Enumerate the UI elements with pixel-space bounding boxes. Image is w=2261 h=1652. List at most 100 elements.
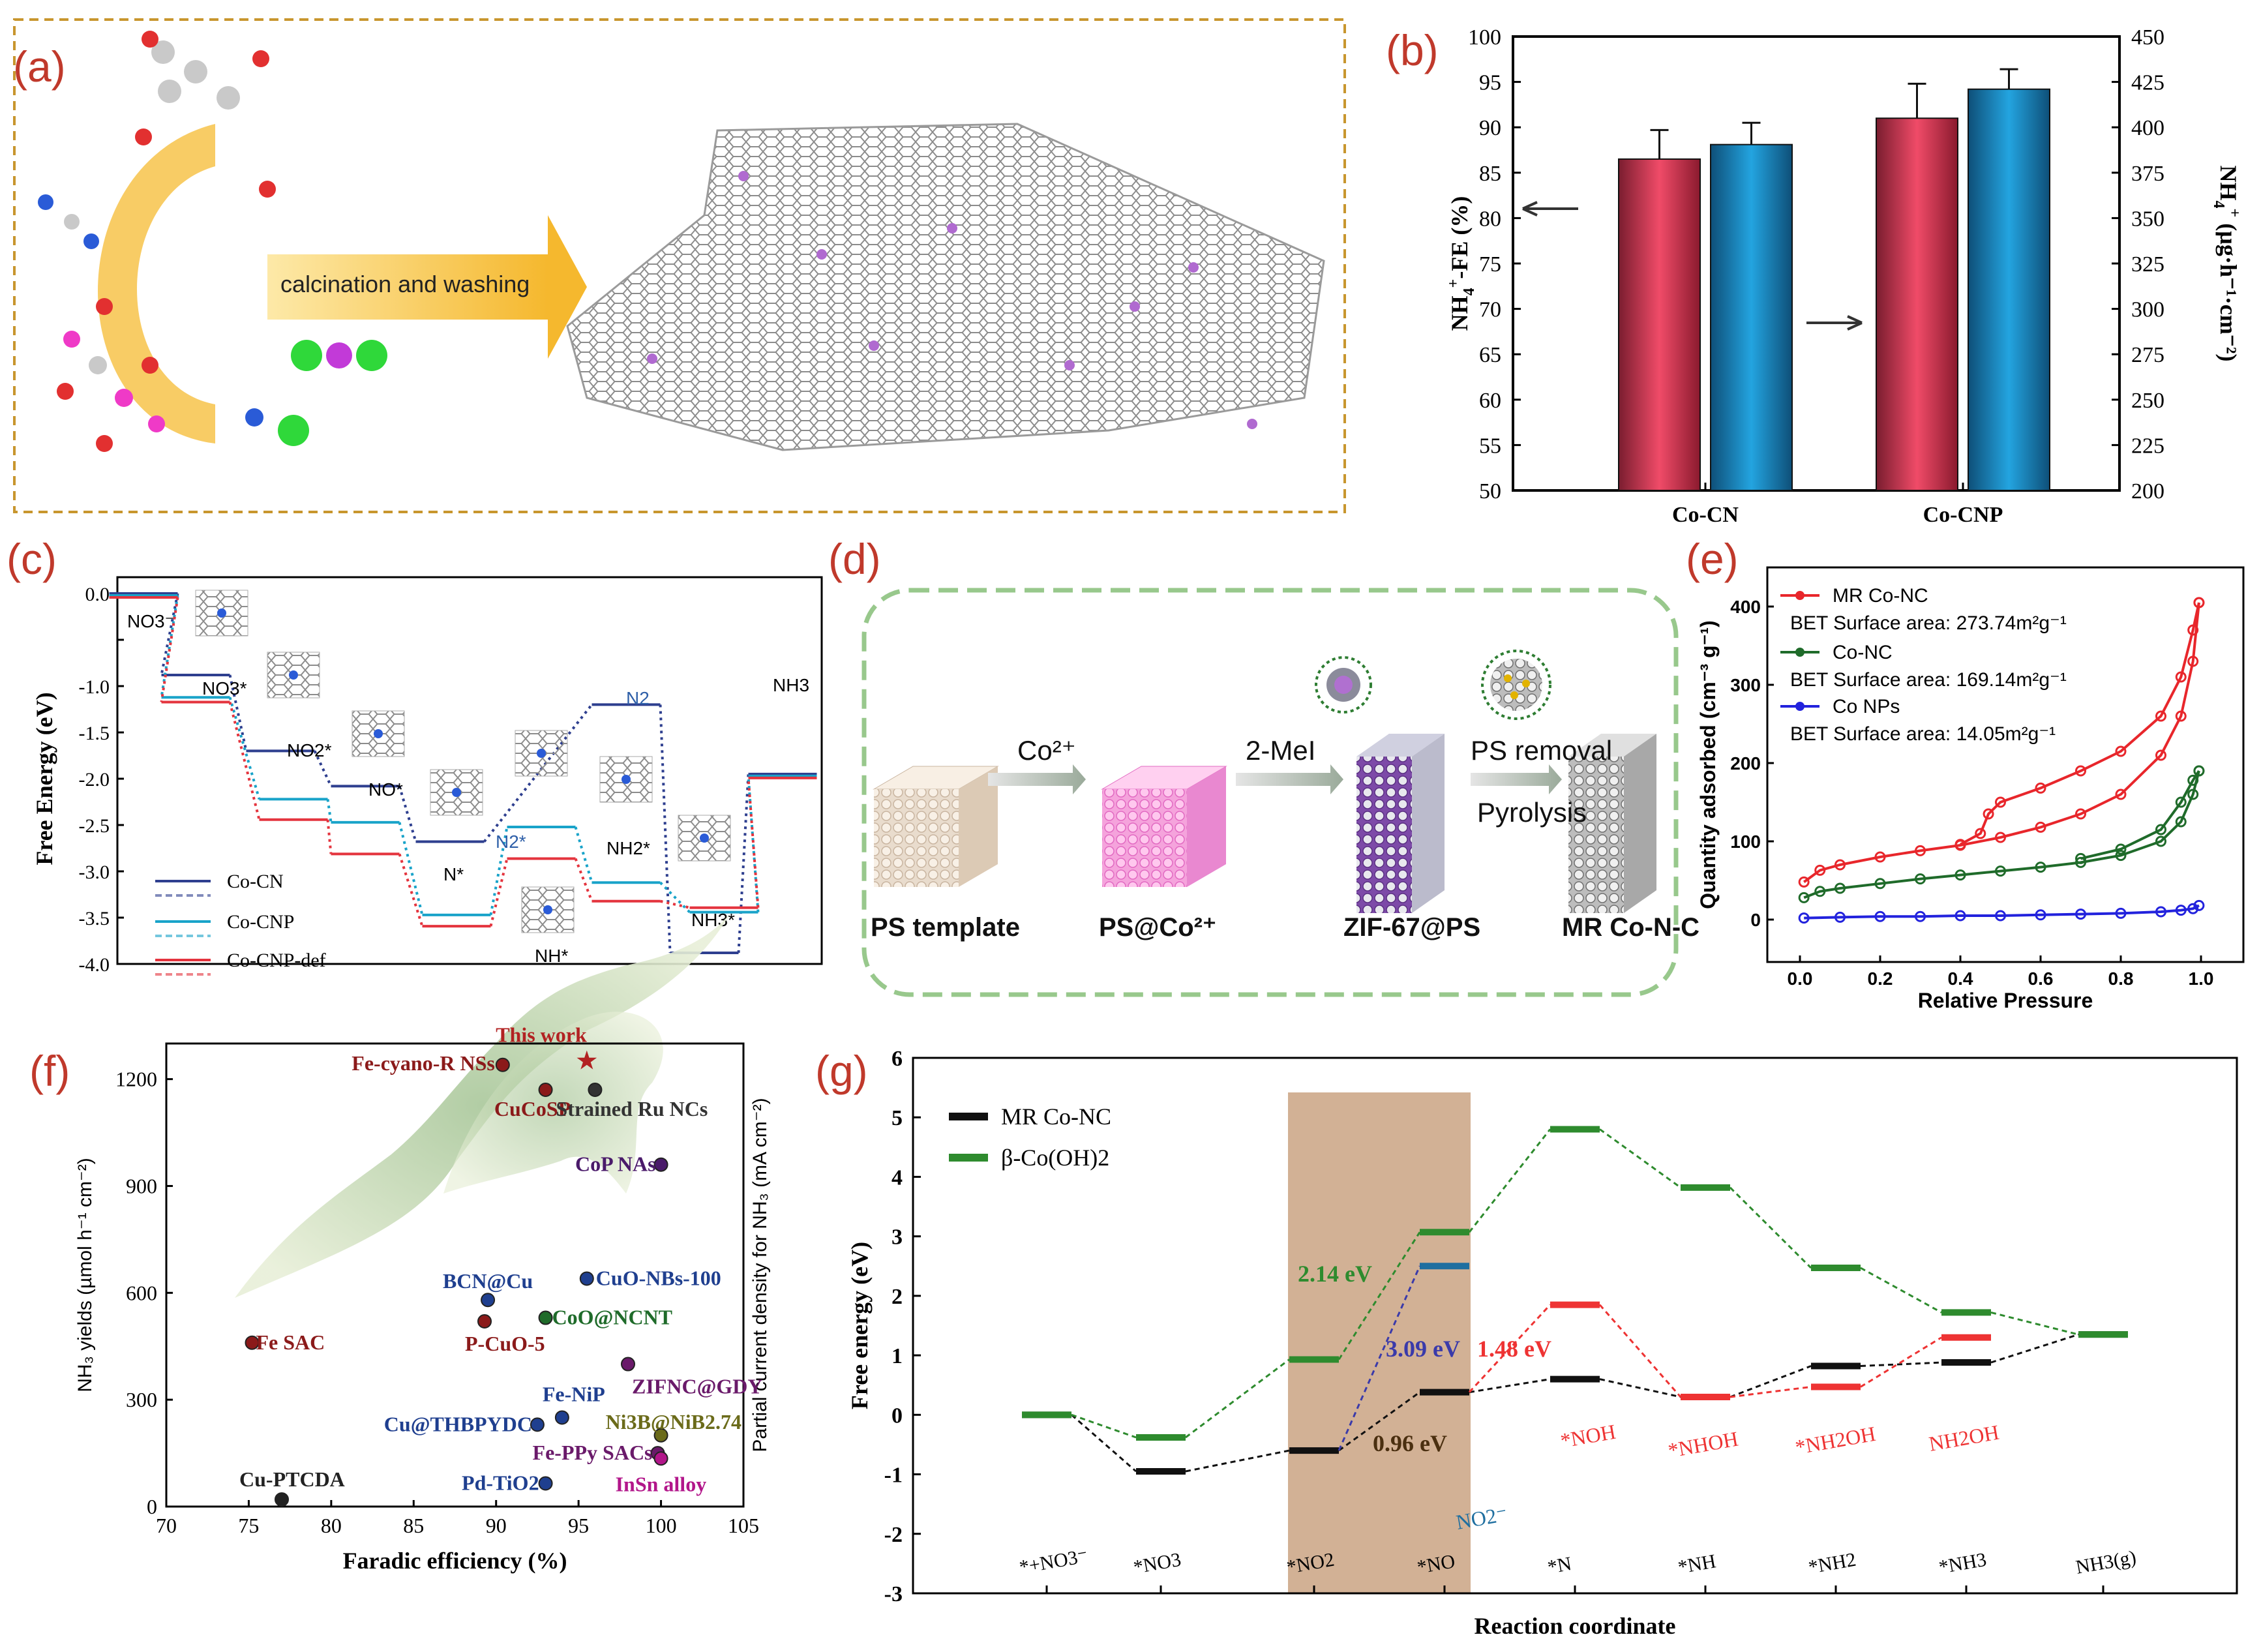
panel-label-f: (f) xyxy=(29,1047,70,1095)
panel-label-e: (e) xyxy=(1686,535,1739,583)
y-tick-label: -1 xyxy=(884,1464,903,1488)
scatter-label: P-CuO-5 xyxy=(465,1332,545,1355)
isotherm-point xyxy=(1814,886,1826,897)
isotherm-point xyxy=(2175,671,2187,683)
y-axis-label: Quantity adsorbed (cm⁻³ g⁻¹) xyxy=(1696,620,1720,909)
bar-yield xyxy=(1710,143,1793,491)
x-tick-label: 90 xyxy=(486,1514,507,1537)
panel-a-curved-arrow xyxy=(98,124,215,443)
energy-connector-branch xyxy=(1860,1336,1942,1388)
isotherm-point xyxy=(1874,878,1886,890)
isotherm-point xyxy=(2175,710,2187,722)
y2-axis-label: NH4+ (µg·h⁻¹·cm⁻²) xyxy=(2210,166,2243,362)
scatter-label: Cu-PTCDA xyxy=(239,1467,345,1491)
isotherm-point xyxy=(1915,845,1926,856)
isotherm-point xyxy=(1834,859,1846,871)
x-axis-label: Faradic efficiency (%) xyxy=(343,1548,567,1574)
y-tick-label: 90 xyxy=(1479,116,1501,140)
isotherm-point xyxy=(1954,839,1966,850)
isotherm-point xyxy=(2115,788,2127,800)
scatter-label: ZIFNC@GDY xyxy=(632,1375,762,1398)
isotherm-point xyxy=(2187,788,2199,800)
isotherm-point xyxy=(1798,876,1810,888)
legend-bet: BET Surface area: 273.74m²g⁻¹ xyxy=(1790,612,2067,634)
x-tick-label: 85 xyxy=(403,1514,424,1537)
y-tick-label: 0 xyxy=(891,1404,903,1428)
scatter-point xyxy=(481,1293,496,1308)
y2-tick-label: 300 xyxy=(2131,298,2164,322)
x-category-label: *NH xyxy=(1676,1550,1717,1578)
energy-connector-Co-CNP xyxy=(228,697,261,800)
structure-co-atom xyxy=(621,775,631,784)
panel-d-arrow-0 xyxy=(988,764,1086,794)
scatter-point xyxy=(653,1451,668,1466)
panel-d-arrow-1 xyxy=(1236,764,1343,794)
x-tick-label: 0.8 xyxy=(2108,969,2134,989)
isotherm-point xyxy=(2035,862,2046,873)
y-tick-label: -2.5 xyxy=(79,815,110,837)
x-tick-label: Co-CN xyxy=(1672,503,1739,527)
isotherm-point xyxy=(1915,910,1926,922)
y2-tick-label: 450 xyxy=(2131,25,2164,50)
species-label: N* xyxy=(443,864,464,884)
energy-barrier-label: 1.48 eV xyxy=(1477,1336,1551,1362)
species-label: NO2* xyxy=(287,740,332,760)
panel-a-arrow-head xyxy=(548,215,587,359)
panel-a-schematic: calcination and washing xyxy=(13,18,1346,513)
scatter-point xyxy=(538,1310,553,1325)
legend-label: Co-CNP-def xyxy=(227,950,326,971)
y-tick-label: 0 xyxy=(147,1495,157,1518)
scatter-label: InSn alloy xyxy=(616,1472,707,1495)
legend-label: β-Co(OH)2 xyxy=(1001,1145,1109,1171)
species-label: N2 xyxy=(626,688,650,708)
y-tick-label: -2.0 xyxy=(79,769,110,790)
branch-label: *NOH xyxy=(1559,1420,1617,1452)
isotherm-adsorption-Co NPs xyxy=(1804,904,2200,920)
y2-axis-label-part: (µg·h⁻¹·cm⁻²) xyxy=(2215,217,2241,361)
energy-connector-β-Co(OH)2 xyxy=(1599,1128,1681,1189)
scatter-label: Ni3B@NiB2.74 xyxy=(606,1410,741,1434)
panel-f-leaf-upper xyxy=(443,1012,663,1194)
isotherm-point xyxy=(1798,912,1810,924)
scatter-label: Fe-cyano-R NSs xyxy=(352,1051,495,1075)
isotherm-point xyxy=(1995,832,2006,843)
y-tick-label: 200 xyxy=(1730,753,1761,773)
y2-tick-label: 225 xyxy=(2131,434,2164,458)
scatter-point xyxy=(477,1314,492,1329)
bar-fe xyxy=(1618,158,1701,491)
species-label: N2* xyxy=(496,832,526,852)
panel-d-arrow-2 xyxy=(1471,764,1562,794)
energy-connector-Co-CNP xyxy=(160,595,179,698)
energy-connector-MR Co-NC xyxy=(1071,1414,1137,1473)
energy-connector-Co-CNP-def xyxy=(660,899,690,909)
isotherm-point xyxy=(2075,909,2086,920)
branch-label: *NH2OH xyxy=(1793,1422,1878,1459)
scatter-point xyxy=(538,1476,553,1491)
y2-tick-label: 325 xyxy=(2131,252,2164,277)
y-tick-label: -4.0 xyxy=(79,954,110,976)
scatter-point xyxy=(245,1335,260,1350)
scatter-point xyxy=(653,1428,668,1443)
isotherm-point xyxy=(1834,911,1846,923)
panel-b-bar-chart: 50 55 60 65 70 75 80 85 90 95 100 200 225 250 275 300 32… xyxy=(1445,25,2243,527)
isotherm-desorption-Co-NC xyxy=(2080,770,2200,860)
x-category-label: *+NO3⁻ xyxy=(1017,1545,1089,1578)
species-label: NH3* xyxy=(691,910,735,930)
x-tick-label: 0.2 xyxy=(1868,969,1893,989)
y-tick-label: 65 xyxy=(1479,343,1501,367)
isotherm-point xyxy=(1874,910,1886,922)
y-tick-label: 5 xyxy=(891,1106,903,1130)
isotherm-point xyxy=(1954,869,1966,881)
legend-marker xyxy=(1795,648,1804,657)
x-tick-label: 0.4 xyxy=(1948,969,1973,989)
scatter-label: CoP NAs xyxy=(575,1152,656,1176)
legend-marker xyxy=(1795,702,1804,711)
y-tick-label: -1.5 xyxy=(79,723,110,744)
isotherm-point xyxy=(1995,865,2006,877)
right-axis-arrow xyxy=(1806,315,1863,331)
panel-d-arrow-label: 2-MeI xyxy=(1246,735,1315,766)
y2-axis-label-sup: + xyxy=(2226,209,2243,218)
isotherm-point xyxy=(2115,907,2127,919)
species-label: NH3 xyxy=(773,675,809,695)
